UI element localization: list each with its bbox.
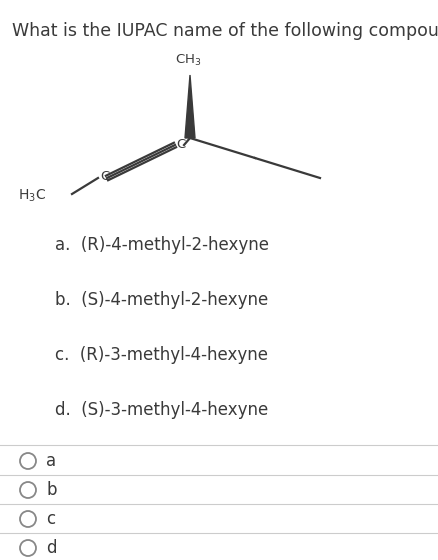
Text: H$_3$C: H$_3$C: [18, 188, 46, 204]
Text: c: c: [46, 510, 55, 528]
Text: C: C: [176, 138, 185, 151]
Text: d: d: [46, 539, 57, 557]
Text: d.  (S)-3-methyl-4-hexyne: d. (S)-3-methyl-4-hexyne: [55, 401, 268, 419]
Text: CH$_3$: CH$_3$: [175, 53, 201, 68]
Polygon shape: [185, 75, 195, 138]
Text: c.  (R)-3-methyl-4-hexyne: c. (R)-3-methyl-4-hexyne: [55, 346, 268, 364]
Text: b: b: [46, 481, 57, 499]
Text: C: C: [100, 170, 109, 184]
Text: b.  (S)-4-methyl-2-hexyne: b. (S)-4-methyl-2-hexyne: [55, 291, 268, 309]
Text: What is the IUPAC name of the following compound?: What is the IUPAC name of the following …: [12, 22, 438, 40]
Text: a.  (R)-4-methyl-2-hexyne: a. (R)-4-methyl-2-hexyne: [55, 236, 269, 254]
Text: a: a: [46, 452, 56, 470]
